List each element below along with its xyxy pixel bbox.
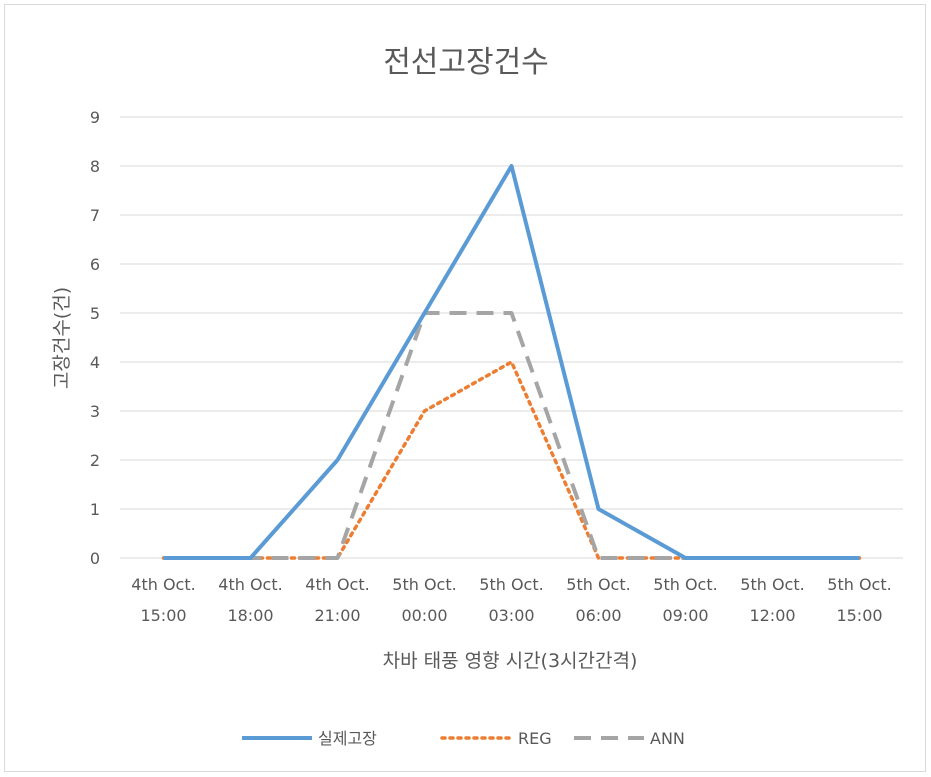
x-tick-label: 15:00: [836, 606, 882, 625]
y-tick-label: 0: [90, 549, 100, 568]
x-tick-label: 5th Oct.: [392, 575, 456, 594]
y-tick-label: 5: [90, 304, 100, 323]
legend-label: REG: [518, 729, 552, 748]
x-tick-label: 03:00: [488, 606, 534, 625]
y-tick-label: 8: [90, 157, 100, 176]
x-tick-label: 18:00: [227, 606, 273, 625]
y-axis-label: 고장건수(건): [51, 287, 73, 389]
x-tick-label: 4th Oct.: [131, 575, 195, 594]
series-line-실제고장: [163, 164, 860, 560]
x-tick-label: 12:00: [749, 606, 795, 625]
x-tick-label: 09:00: [662, 606, 708, 625]
gridlines: [120, 116, 903, 559]
y-tick-label: 4: [90, 353, 100, 372]
x-tick-label: 21:00: [314, 606, 360, 625]
y-axis-ticks: 0 1 2 3 4 5 6 7 8 9: [90, 108, 100, 568]
x-tick-label: 5th Oct.: [827, 575, 891, 594]
chart-title: 전선고장건수: [383, 45, 549, 80]
y-tick-label: 3: [90, 402, 100, 421]
x-tick-label: 06:00: [575, 606, 621, 625]
legend: 실제고장 REG ANN: [242, 729, 685, 748]
y-tick-label: 7: [90, 206, 100, 225]
legend-label: 실제고장: [318, 729, 377, 748]
series-lines: [161, 164, 862, 560]
x-tick-label: 4th Oct.: [305, 575, 369, 594]
x-axis-label: 차바 태풍 영향 시간(3시간간격): [383, 650, 638, 672]
x-tick-label: 5th Oct.: [479, 575, 543, 594]
x-tick-label: 00:00: [401, 606, 447, 625]
legend-label: ANN: [650, 729, 685, 748]
x-tick-label: 5th Oct.: [653, 575, 717, 594]
series-line-ANN: [163, 311, 860, 560]
y-tick-label: 6: [90, 255, 100, 274]
x-tick-label: 4th Oct.: [218, 575, 282, 594]
x-tick-label: 5th Oct.: [566, 575, 630, 594]
x-axis-ticks: 4th Oct. 15:00 4th Oct. 18:00 4th Oct. 21:00 5…: [131, 575, 891, 625]
x-tick-label: 5th Oct.: [740, 575, 804, 594]
y-tick-label: 2: [90, 451, 100, 470]
x-tick-label: 15:00: [140, 606, 186, 625]
y-tick-label: 9: [90, 108, 100, 127]
y-tick-label: 1: [90, 500, 100, 519]
